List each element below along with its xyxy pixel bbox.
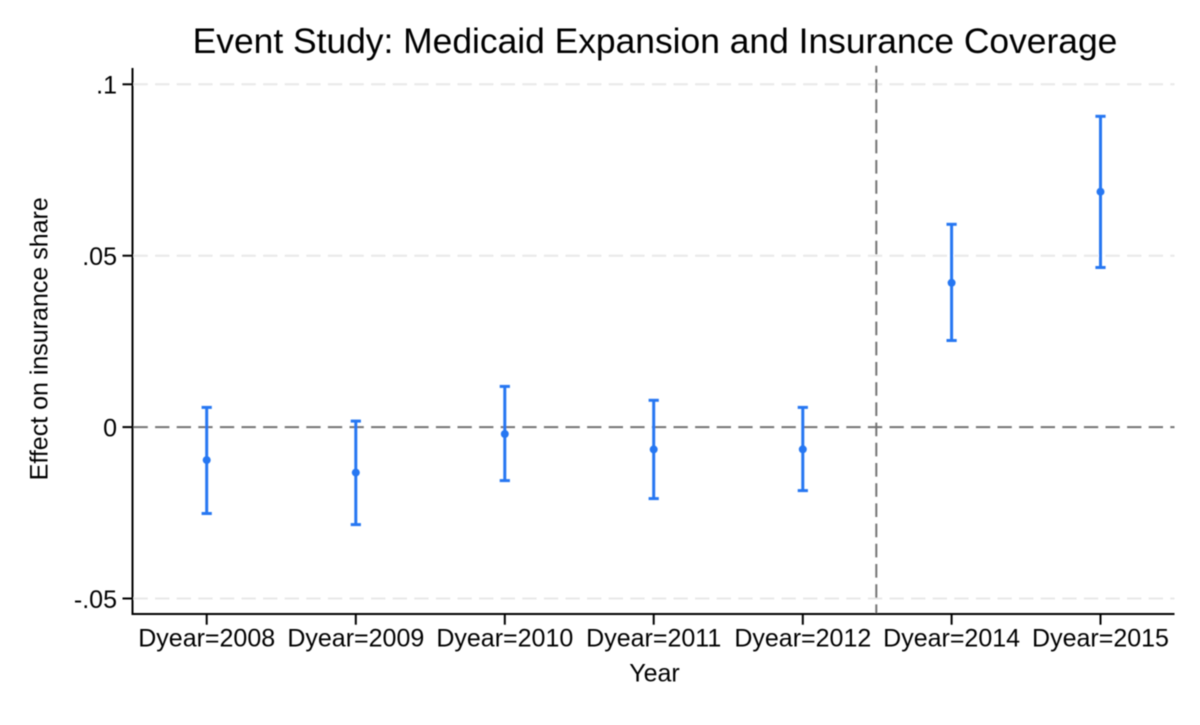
svg-text:0: 0 <box>103 415 117 443</box>
svg-text:-.05: -.05 <box>74 586 117 614</box>
svg-text:Dyear=2014: Dyear=2014 <box>883 624 1020 652</box>
svg-text:Dyear=2012: Dyear=2012 <box>734 624 871 652</box>
svg-text:.05: .05 <box>82 243 117 271</box>
svg-text:Dyear=2008: Dyear=2008 <box>138 624 275 652</box>
svg-text:Event Study: Medicaid Expansio: Event Study: Medicaid Expansion and Insu… <box>193 21 1118 61</box>
svg-text:Dyear=2010: Dyear=2010 <box>436 624 573 652</box>
svg-text:Effect on insurance share: Effect on insurance share <box>26 197 54 480</box>
svg-text:.1: .1 <box>96 72 117 100</box>
svg-text:Year: Year <box>629 659 680 687</box>
svg-text:Dyear=2009: Dyear=2009 <box>287 624 424 652</box>
svg-text:Dyear=2015: Dyear=2015 <box>1032 624 1169 652</box>
svg-text:Dyear=2011: Dyear=2011 <box>586 624 721 652</box>
